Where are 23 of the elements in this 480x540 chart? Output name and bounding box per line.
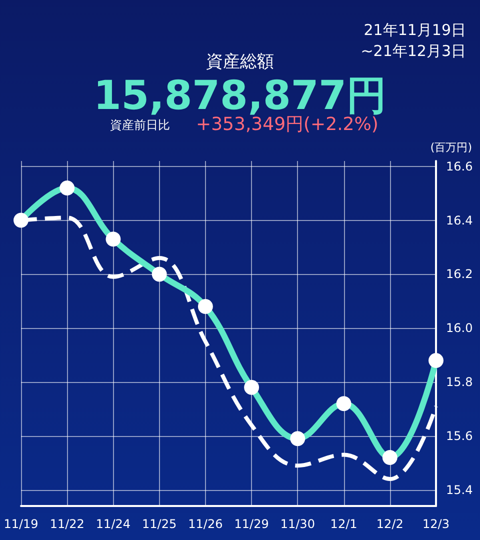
y-tick-label: 16.0	[446, 321, 473, 336]
y-tick-label: 15.8	[446, 375, 473, 390]
y-tick-label: 15.6	[446, 428, 473, 443]
y-tick-label: 15.4	[446, 482, 473, 497]
y-axis-title: (百万円)	[430, 141, 472, 154]
x-tick-label: 11/22	[50, 517, 84, 531]
text: 21年11月19日	[362, 20, 466, 41]
text: ~21年12月3日	[360, 41, 466, 62]
x-tick-label: 12/2	[376, 517, 404, 531]
y-tick-label: 16.2	[446, 267, 473, 282]
point	[14, 212, 28, 228]
y-tick-label: 16.6	[446, 159, 473, 174]
x-tick-label: 12/1	[330, 517, 358, 531]
y-tick-label: 16.4	[446, 213, 473, 228]
chart-title: 資産総額	[206, 52, 274, 72]
x-tick-label: 11/19	[4, 517, 38, 531]
text: 資産前日比	[110, 117, 170, 134]
x-tick-label: 11/26	[188, 517, 223, 531]
x-tick-label: 11/24	[96, 517, 131, 531]
x-tick-label: 11/25	[142, 517, 177, 531]
x-tick-label: 11/30	[280, 517, 315, 531]
x-tick-label: 11/29	[234, 517, 269, 531]
x-tick-label: 12/3	[422, 517, 450, 531]
